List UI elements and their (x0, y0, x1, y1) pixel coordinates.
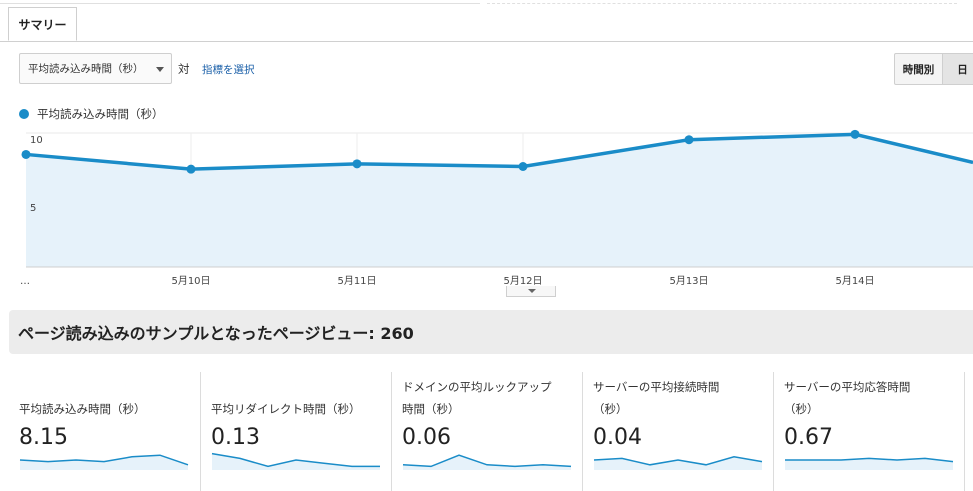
metric-cards: 平均読み込み時間（秒） 8.15 平均リダイレクト時間（秒） 0.13 ドメイン… (9, 372, 973, 491)
sparkline (19, 454, 189, 470)
sparkline-line (593, 456, 763, 466)
x-tick-label: … (20, 276, 30, 285)
sparkline-line (211, 452, 380, 468)
sparkline-area (20, 455, 188, 470)
metric-card-value: 0.04 (593, 425, 642, 450)
top-divider-right (487, 0, 957, 4)
data-point[interactable] (186, 164, 196, 174)
metric-card-name-line2: （秒） (784, 402, 819, 416)
sparkline-line (785, 457, 954, 463)
metric-card-value: 0.13 (211, 425, 260, 450)
metric-card[interactable]: サーバーの平均接続時間 （秒） 0.04 (582, 372, 773, 491)
sparkline-area (594, 456, 762, 470)
caret-down-icon (156, 67, 164, 72)
hourly-button[interactable]: 時間別 (894, 53, 943, 85)
metric-card-name-line2: 時間（秒） (402, 402, 460, 416)
granularity-buttons: 時間別 日 (894, 53, 973, 85)
metric-card-name: 平均読み込み時間（秒） (19, 402, 146, 416)
metric-card-name: ドメインの平均ルックアップ (402, 380, 552, 394)
metric-card[interactable]: ドメインの平均ルックアップ 時間（秒） 0.06 (391, 372, 582, 491)
metric-card-divider (964, 372, 973, 491)
metric-card[interactable]: サーバーの平均応答時間 （秒） 0.67 (773, 372, 964, 491)
tab-summary[interactable]: サマリー (8, 7, 77, 41)
sparkline-area (212, 453, 380, 470)
metric-card-name: サーバーの平均接続時間 (593, 380, 720, 394)
y-tick-label: 5 (30, 203, 36, 214)
metric-card[interactable]: 平均読み込み時間（秒） 8.15 (9, 372, 200, 491)
legend-dot-icon (19, 109, 29, 119)
summary-title: ページ読み込みのサンプルとなったページビュー: 260 (18, 324, 414, 343)
metric-card-name: 平均リダイレクト時間（秒） (211, 402, 361, 416)
x-tick-label: 5月13日 (669, 275, 708, 285)
chart-collapse-handle[interactable] (506, 286, 556, 297)
x-tick-label: 5月14日 (835, 275, 874, 285)
summary-header: ページ読み込みのサンプルとなったページビュー: 260 (9, 310, 973, 354)
caret-down-icon (528, 289, 536, 293)
sparkline-line (19, 454, 189, 466)
data-point[interactable] (850, 129, 860, 139)
data-point[interactable] (684, 135, 694, 145)
metric-card-name: サーバーの平均応答時間 (784, 380, 911, 394)
vs-label: 対 (178, 62, 190, 76)
sparkline (402, 454, 572, 470)
data-point[interactable] (352, 159, 362, 169)
sparkline-line (402, 454, 572, 468)
sparkline-area (785, 458, 953, 470)
line-chart: 10 5 … 5月10日 5月11日 5月12日 5月13日 5月14日 (20, 129, 973, 285)
sparkline (785, 457, 954, 470)
data-point[interactable] (21, 149, 31, 159)
y-tick-label: 10 (30, 135, 43, 146)
metric-card-value: 0.67 (784, 425, 833, 450)
x-tick-label: 5月11日 (337, 275, 376, 285)
sparkline-area (403, 455, 571, 470)
metric-card-value: 8.15 (19, 425, 68, 450)
data-point[interactable] (518, 162, 528, 171)
legend-label: 平均読み込み時間（秒） (37, 107, 164, 121)
metric-card-value: 0.06 (402, 425, 451, 450)
metric-card-name-line2: （秒） (593, 402, 628, 416)
series-area (26, 134, 973, 267)
tab-bar-divider (0, 41, 973, 42)
top-divider-left (0, 0, 480, 4)
x-tick-label: 5月12日 (503, 275, 542, 285)
day-button[interactable]: 日 (943, 53, 973, 85)
sparkline (211, 452, 380, 470)
x-tick-label: 5月10日 (171, 275, 210, 285)
chart-legend: 平均読み込み時間（秒） (19, 106, 164, 122)
metric-select-value: 平均読み込み時間（秒） (28, 63, 144, 75)
select-metric-link[interactable]: 指標を選択 (202, 64, 255, 76)
metric-select[interactable]: 平均読み込み時間（秒） (19, 53, 172, 84)
metric-card[interactable]: 平均リダイレクト時間（秒） 0.13 (200, 372, 391, 491)
sparkline (593, 456, 763, 470)
